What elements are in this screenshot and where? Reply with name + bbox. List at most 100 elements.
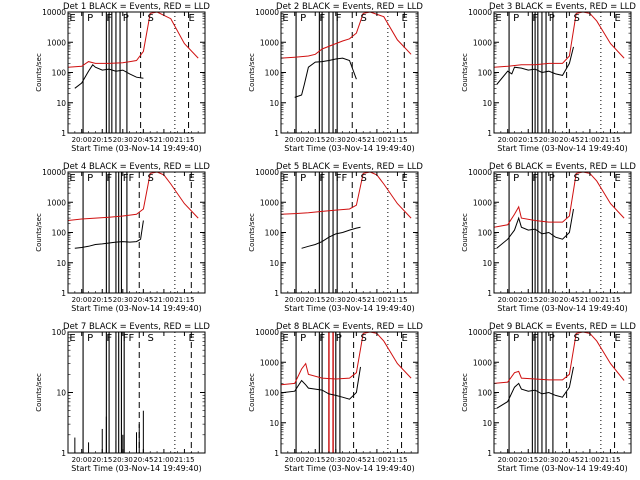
lld-series-line [494,332,625,384]
region-letter: E [282,13,288,24]
y-tick-label: 10000 [255,168,279,177]
events-series-line [496,208,574,249]
x-tick-label: 20:00 [72,456,92,464]
region-letter: FF [123,333,135,344]
x-tick-label: 21:15 [600,456,620,464]
x-axis-label: Start Time (03-Nov-14 19:49:40) [284,464,414,473]
region-letter: E [189,173,195,184]
y-tick-label: 1000 [260,358,279,367]
x-tick-label: 21:00 [580,136,600,144]
panel-plot-area [281,332,412,453]
y-tick-label: 1000 [260,198,279,207]
x-tick-label: 20:30 [113,296,133,304]
region-letter: F [106,333,112,344]
region-letter: S [147,13,153,24]
region-letter: P [549,13,555,24]
panel-plot-area [494,12,625,133]
y-tick-label: 100 [478,229,493,238]
lld-series-line [281,172,412,219]
region-letter: E [402,13,408,24]
x-tick-label: 20:15 [518,296,538,304]
region-letter: S [360,333,366,344]
x-tick-label: 21:00 [154,136,174,144]
y-tick-label: 10 [269,99,279,108]
panel-frame [493,331,632,454]
y-tick-label: 100 [265,69,280,78]
panel-plot-area [74,332,192,453]
region-letter: E [189,13,195,24]
region-letter: FF [123,173,135,184]
panel-title: Det 3 BLACK = Events, RED = LLD [489,2,636,12]
x-tick-label: 20:00 [72,296,92,304]
region-letter: E [402,333,408,344]
x-tick-label: 21:15 [174,136,194,144]
x-tick-label: 20:15 [92,296,112,304]
y-axis-label: Counts/sec [248,213,256,252]
x-tick-label: 20:00 [285,456,305,464]
x-axis-label: Start Time (03-Nov-14 19:49:40) [71,144,201,153]
lld-series-line [494,12,625,68]
region-letter: F [319,173,325,184]
region-letter: S [573,333,579,344]
y-tick-label: 1 [487,129,492,138]
region-letter: E [69,173,75,184]
y-tick-label: 100 [265,229,280,238]
region-letter: S [147,333,153,344]
x-tick-label: 20:15 [518,456,538,464]
region-letter: P [123,13,129,24]
y-tick-label: 100 [478,69,493,78]
y-tick-label: 10 [482,419,492,428]
x-tick-label: 20:45 [133,296,153,304]
region-letter: P [300,333,306,344]
x-tick-label: 21:15 [387,136,407,144]
lld-series-line [281,332,412,386]
panel-frame [280,11,419,134]
x-tick-label: 20:30 [326,136,346,144]
y-axis-label: Counts/sec [248,373,256,412]
y-tick-label: 10000 [255,328,279,337]
lld-series-line [68,12,199,68]
y-tick-label: 10 [269,259,279,268]
y-tick-label: 1000 [47,38,66,47]
region-letter: E [69,333,75,344]
region-letter: F [336,13,342,24]
x-tick-label: 20:45 [559,456,579,464]
y-axis-label: Counts/sec [35,53,43,92]
region-letter: S [360,173,366,184]
x-tick-label: 20:30 [539,136,559,144]
y-tick-label: 1 [61,129,66,138]
panel-title: Det 9 BLACK = Events, RED = LLD [489,322,636,332]
region-letter: P [87,13,93,24]
region-letter: S [573,13,579,24]
x-tick-label: 20:45 [133,136,153,144]
panel-plot-area [68,12,199,133]
y-tick-label: 1 [274,129,279,138]
y-axis-label: Counts/sec [461,53,469,92]
y-tick-label: 1 [61,449,66,458]
panel-plot-area [494,332,625,453]
panel-title: Det 4 BLACK = Events, RED = LLD [63,162,210,172]
x-tick-label: 20:30 [539,296,559,304]
x-tick-label: 20:00 [498,136,518,144]
y-tick-label: 1 [274,449,279,458]
region-letter: P [300,13,306,24]
x-tick-label: 21:00 [367,456,387,464]
x-tick-label: 21:00 [367,296,387,304]
region-letter: S [360,13,366,24]
x-tick-label: 20:15 [92,456,112,464]
y-tick-label: 10000 [468,168,492,177]
region-letter: F [532,13,538,24]
events-series-line [301,226,361,249]
x-axis-label: Start Time (03-Nov-14 19:49:40) [497,144,627,153]
x-tick-label: 20:30 [326,296,346,304]
panel-title: Det 8 BLACK = Events, RED = LLD [276,322,423,332]
y-tick-label: 1 [487,449,492,458]
y-tick-label: 10 [269,419,279,428]
y-tick-label: 10000 [468,328,492,337]
panel-frame [493,171,632,294]
panel-title: Det 6 BLACK = Events, RED = LLD [489,162,636,172]
